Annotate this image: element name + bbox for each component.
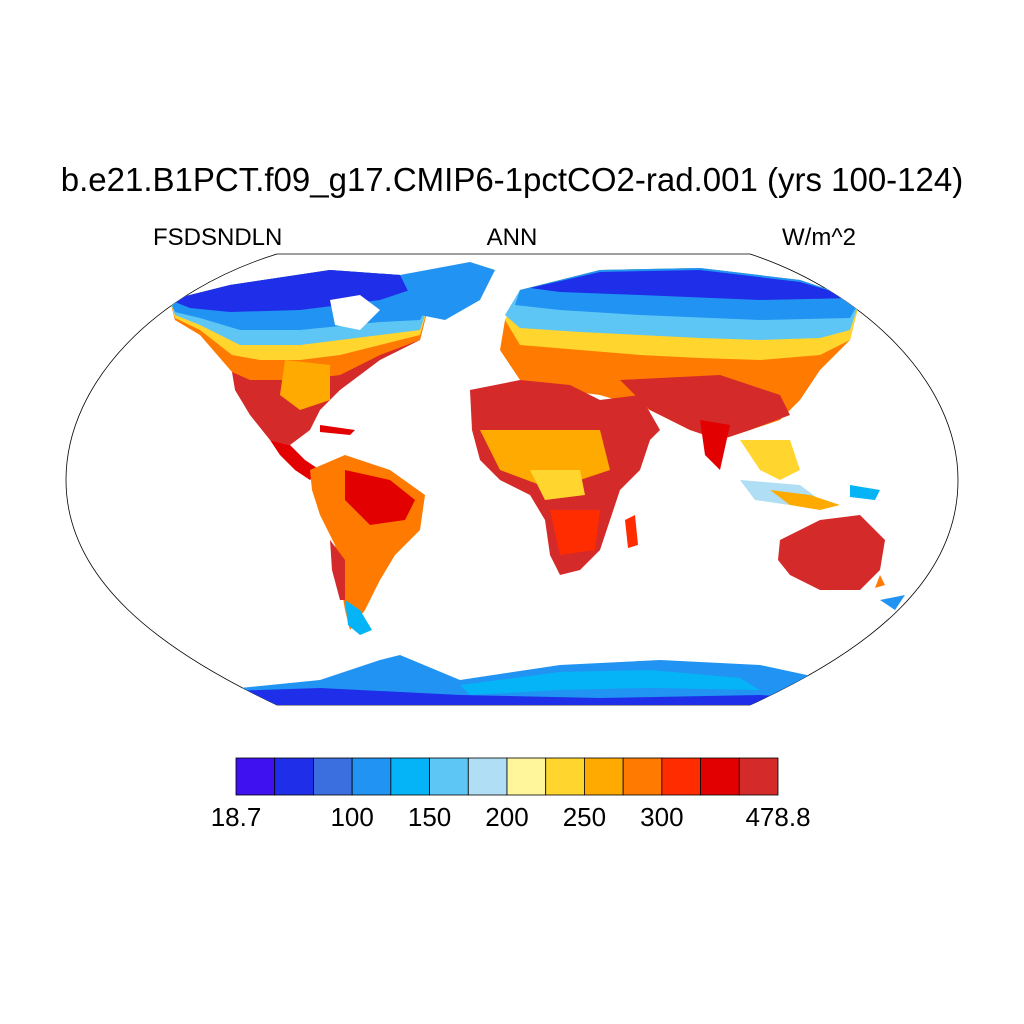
colorbar-swatch bbox=[738, 757, 779, 796]
colorbar-swatch bbox=[545, 757, 585, 796]
colorbar-tick-label: 200 bbox=[485, 802, 529, 832]
greenland bbox=[400, 262, 495, 320]
arabian-peninsula bbox=[600, 395, 660, 450]
colorbar-swatch bbox=[274, 757, 314, 796]
colorbar-swatch bbox=[661, 757, 701, 796]
units-label: W/m^2 bbox=[782, 224, 856, 251]
australia bbox=[778, 515, 885, 590]
south-america bbox=[310, 455, 425, 635]
colorbar-swatch bbox=[429, 757, 469, 796]
colorbar-swatch bbox=[700, 757, 740, 796]
colorbar-tick-label: 478.8 bbox=[745, 802, 811, 832]
colorbar-tick-label: 150 bbox=[407, 802, 452, 832]
colorbar-swatch bbox=[390, 757, 430, 796]
map-title: b.e21.B1PCT.f09_g17.CMIP6-1pctCO2-rad.00… bbox=[60, 161, 964, 198]
colorbar-swatch bbox=[467, 757, 508, 796]
antarctica bbox=[200, 655, 850, 705]
caribbean bbox=[320, 425, 355, 435]
colorbar-swatch bbox=[584, 757, 624, 796]
colorbar-swatch bbox=[506, 757, 547, 796]
eurasia bbox=[500, 268, 860, 505]
colorbar-tick-label: 100 bbox=[330, 802, 374, 832]
central-america bbox=[270, 440, 320, 480]
north-america bbox=[170, 270, 430, 445]
new-guinea bbox=[850, 485, 880, 500]
colorbar-tick-label: 250 bbox=[562, 802, 607, 832]
indonesia bbox=[770, 490, 840, 510]
season-label: ANN bbox=[486, 224, 538, 251]
colorbar-swatch bbox=[235, 757, 276, 796]
madagascar bbox=[625, 515, 638, 548]
variable-label: FSDSNDLN bbox=[153, 224, 283, 251]
colorbar-tick-label: 18.7 bbox=[210, 802, 262, 832]
colorbar-tick-label: 300 bbox=[640, 802, 684, 832]
colorbar-swatch bbox=[351, 757, 392, 796]
colorbar-swatch bbox=[313, 757, 353, 796]
new-zealand bbox=[880, 595, 905, 610]
colorbar-swatch bbox=[622, 757, 663, 796]
africa bbox=[470, 380, 650, 575]
